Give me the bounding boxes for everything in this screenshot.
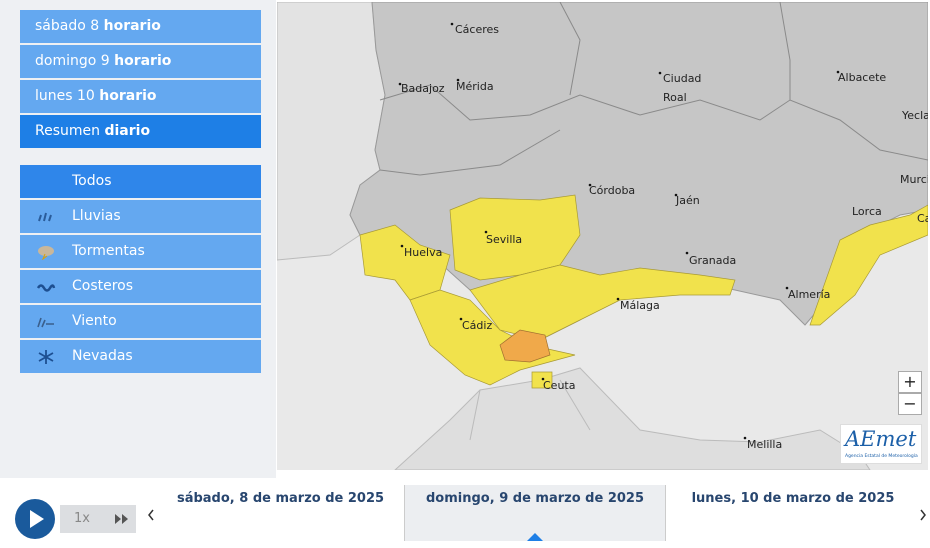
speed-control[interactable]: 1x [60,505,136,533]
day-suffix: horario [99,88,157,104]
city-label: Murcia [900,173,928,186]
day-label: sábado 8 [35,18,100,34]
city-label: Córdoba [589,184,635,197]
warning-map[interactable]: Cáceres Badajoz Mérida Ciudad Roal Albac… [277,2,928,470]
snow-icon [38,350,54,364]
city-label: Sevilla [486,233,522,246]
day-tab[interactable]: domingo 9 horario [20,45,261,78]
filter-label: Nevadas [72,348,133,364]
next-arrow[interactable] [919,509,927,521]
city-label: Málaga [620,299,660,312]
filter[interactable]: Nevadas [20,340,261,373]
day-tab[interactable]: lunes 10 horario [20,80,261,113]
city-label: Melilla [747,438,782,451]
city-label: Huelva [404,246,442,259]
filter[interactable]: Todos [20,165,261,198]
city-label: Granada [689,254,736,267]
city-label: Ciudad [663,72,701,85]
date-tab[interactable]: lunes, 10 de marzo de 2025 [691,491,895,506]
date-label: domingo, 9 de marzo de 2025 [426,491,644,506]
day-suffix: horario [103,18,161,34]
fast-forward-icon [115,514,128,524]
city-label: Cádiz [462,319,492,332]
day-suffix: horario [114,53,172,69]
summary-suffix: diario [104,123,151,139]
timeline: 1x sábado, 8 de marzo de 2025 domingo, 9… [0,485,930,548]
speed-label: 1x [74,511,90,526]
day-tab[interactable]: sábado 8 horario [20,10,261,43]
wind-icon [37,317,54,328]
summary-label: Resumen [35,123,101,139]
day-label: lunes 10 [35,88,95,104]
region-borders [379,2,928,176]
logo-tagline: Agencia Estatal de Meteorología [845,454,918,459]
filter[interactable]: Lluvias [20,200,261,233]
zoom-in[interactable]: + [898,371,922,393]
filter-label: Lluvias [72,208,121,224]
city-label: Cáceres [455,23,499,36]
city-label: Lorca [852,205,882,218]
rain-icon [38,212,52,222]
orange-warning [499,329,551,363]
yellow-warnings [359,194,928,389]
zoom-out[interactable]: − [898,393,922,415]
selected-marker [527,533,543,541]
filter[interactable]: Viento [20,305,261,338]
city-label: Roal [663,91,687,104]
sidebar: sábado 8 horario domingo 9 horario lunes… [0,0,276,478]
filter-label: Costeros [72,278,134,294]
city-label: Almería [788,288,830,301]
land-borders [469,379,591,441]
filter[interactable]: Tormentas [20,235,261,268]
city-label: Badajoz [401,82,445,95]
logo: AEmet Agencia Estatal de Meteorología [840,424,922,464]
city-dots [398,22,840,440]
play-button[interactable] [14,498,56,540]
city-label: Mérida [456,80,494,93]
city-label: Jaén [675,194,700,207]
summary-tab[interactable]: Resumen diario [20,115,261,148]
coast-icon [36,284,56,292]
city-label: Yecla [901,109,928,122]
date-tab[interactable]: sábado, 8 de marzo de 2025 [176,491,385,506]
prev-arrow[interactable] [147,509,155,521]
filter[interactable]: Costeros [20,270,261,303]
city-label: Ceuta [543,379,575,392]
logo-name: AEmet [845,427,917,451]
filter-label: Tormentas [72,243,145,259]
filter-label: Todos [72,173,112,189]
day-label: domingo 9 [35,53,110,69]
storm-icon [38,246,54,260]
city-label: Albacete [838,71,886,84]
date-tab[interactable]: domingo, 9 de marzo de 2025 [404,485,666,541]
city-label: Cartagena [917,212,928,225]
filter-label: Viento [72,313,117,329]
